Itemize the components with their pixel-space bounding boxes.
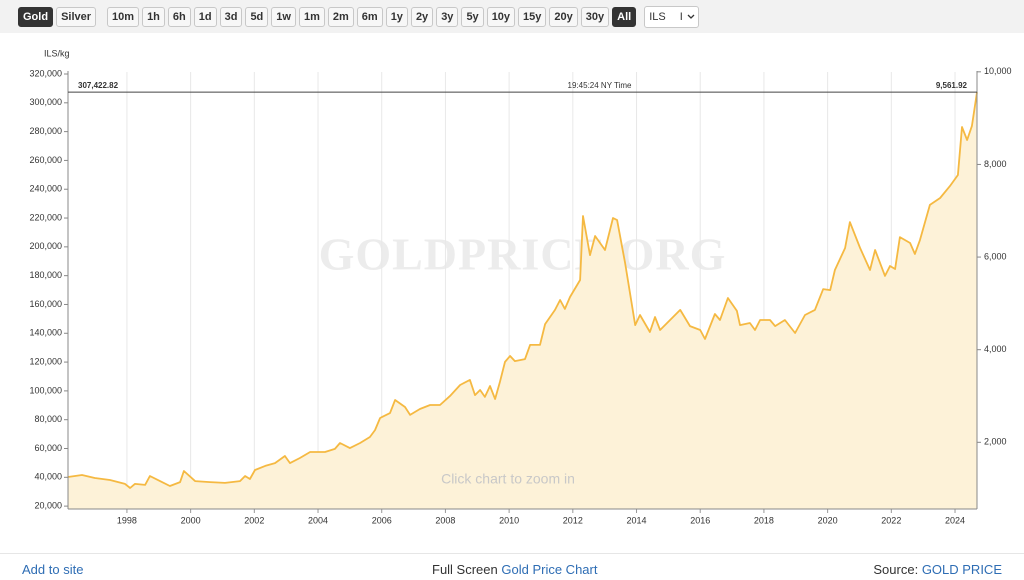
x-tick-label: 2004 bbox=[308, 515, 328, 525]
range-button[interactable]: 15y bbox=[518, 7, 547, 27]
full-screen-text: Full Screen bbox=[432, 562, 498, 577]
y-tick-label: 120,000 bbox=[29, 356, 62, 366]
footer-center: Full Screen Gold Price Chart bbox=[432, 562, 597, 577]
watermark: GOLDPRICE.ORG bbox=[319, 229, 727, 280]
range-button[interactable]: 30y bbox=[580, 7, 610, 27]
range-button[interactable]: 5d bbox=[245, 7, 269, 27]
x-tick-label: 2008 bbox=[435, 515, 455, 525]
x-tick-label: 2012 bbox=[563, 515, 583, 525]
x-tick-label: 2024 bbox=[945, 515, 965, 525]
range-button[interactable]: 6h bbox=[167, 7, 191, 27]
current-price-y2-label: 9,561.92 bbox=[936, 81, 968, 90]
range-button[interactable]: 3y bbox=[436, 7, 459, 27]
chart[interactable]: GOLDPRICE.ORG 1998 2000 2002 2004 2006 2008 201… bbox=[0, 33, 1024, 553]
range-button[interactable]: 1h bbox=[142, 7, 165, 27]
y2-tick-label: 8,000 bbox=[984, 159, 1007, 169]
y-tick-label: 220,000 bbox=[29, 212, 62, 222]
range-button[interactable]: 3d bbox=[219, 7, 243, 27]
x-tick-label: 2016 bbox=[690, 515, 710, 525]
source-link[interactable]: GOLD PRICE bbox=[921, 562, 1002, 577]
x-tick-label: 2020 bbox=[818, 515, 838, 525]
add-to-site-link[interactable]: Add to site bbox=[22, 562, 84, 577]
range-button[interactable]: All bbox=[612, 7, 637, 27]
current-price-label: 307,422.82 bbox=[78, 81, 119, 90]
y2-tick-label: 4,000 bbox=[984, 344, 1007, 354]
currency-dropdown[interactable]: ILS I bbox=[644, 6, 700, 28]
metal-button[interactable]: Gold bbox=[18, 7, 54, 27]
x-tick-label: 2006 bbox=[372, 515, 392, 525]
y-tick-label: 160,000 bbox=[29, 299, 62, 309]
y2-tick-label: 2,000 bbox=[984, 437, 1007, 447]
y-tick-label: 100,000 bbox=[29, 385, 62, 395]
y-tick-label: 140,000 bbox=[29, 328, 62, 338]
button-row: Gold Silver 10m 1h 6h 1d 3d 5d 1w 1m 2m 6m 1y 2y 3y 5y 1… bbox=[18, 6, 700, 28]
footer: Add to site Full Screen Gold Price Chart… bbox=[0, 553, 1024, 580]
x-tick-label: 1998 bbox=[117, 515, 137, 525]
range-button[interactable]: 2m bbox=[327, 7, 354, 27]
y-tick-label: 300,000 bbox=[29, 97, 62, 107]
chart-link[interactable]: Gold Price Chart bbox=[501, 562, 598, 577]
area bbox=[68, 92, 977, 509]
y-tick-label: 60,000 bbox=[34, 443, 62, 453]
range-button[interactable]: 20y bbox=[549, 7, 578, 27]
y-tick-label: 280,000 bbox=[29, 126, 62, 136]
range-button[interactable]: 1y bbox=[385, 7, 408, 27]
range-button[interactable]: 2y bbox=[410, 7, 434, 27]
range-button[interactable]: 10m bbox=[107, 7, 140, 27]
x-tick-label: 2022 bbox=[881, 515, 901, 525]
source-label: Source: bbox=[873, 562, 919, 577]
x-tick-label: 2010 bbox=[499, 515, 519, 525]
range-button[interactable]: 1w bbox=[271, 7, 296, 27]
x-tick-label: 2014 bbox=[627, 515, 647, 525]
time-label: 19:45:24 NY Time bbox=[568, 81, 632, 90]
y-tick-label: 260,000 bbox=[29, 155, 62, 165]
range-button[interactable]: 10y bbox=[486, 7, 516, 27]
chevron bbox=[687, 14, 695, 19]
y-tick-label: 320,000 bbox=[29, 68, 62, 78]
y-tick-label: 80,000 bbox=[34, 414, 62, 424]
currency-label: ILS bbox=[649, 11, 666, 23]
range-button[interactable]: 1m bbox=[298, 7, 325, 27]
range-button[interactable]: 1d bbox=[193, 7, 217, 27]
x-tick-label: 2000 bbox=[181, 515, 201, 525]
range-button[interactable]: 6m bbox=[356, 7, 383, 27]
toolbar: Gold Silver 10m 1h 6h 1d 3d 5d 1w 1m 2m 6m 1y 2y 3y 5y 1… bbox=[0, 0, 1024, 33]
y-tick-label: 20,000 bbox=[34, 500, 62, 510]
y-tick-label: 200,000 bbox=[29, 241, 62, 251]
x-tick-label: 2018 bbox=[754, 515, 774, 525]
footer-source: Source: GOLD PRICE bbox=[873, 562, 1002, 577]
metal-button[interactable]: Silver bbox=[56, 7, 97, 27]
y-tick-label: 40,000 bbox=[34, 472, 62, 482]
unit-label: I bbox=[679, 11, 683, 23]
x-tick-label: 2002 bbox=[244, 515, 264, 525]
y2-tick-label: 6,000 bbox=[984, 251, 1007, 261]
range-button[interactable]: 5y bbox=[461, 7, 484, 27]
zoom-hint: Click chart to zoom in bbox=[441, 471, 575, 487]
y2-tick-label: 10,000 bbox=[984, 66, 1012, 76]
y-tick-label: 240,000 bbox=[29, 184, 62, 194]
price-line bbox=[67, 91, 978, 489]
y-tick-label: 180,000 bbox=[29, 270, 62, 280]
y-axis-label: ILS/kg bbox=[44, 48, 70, 58]
